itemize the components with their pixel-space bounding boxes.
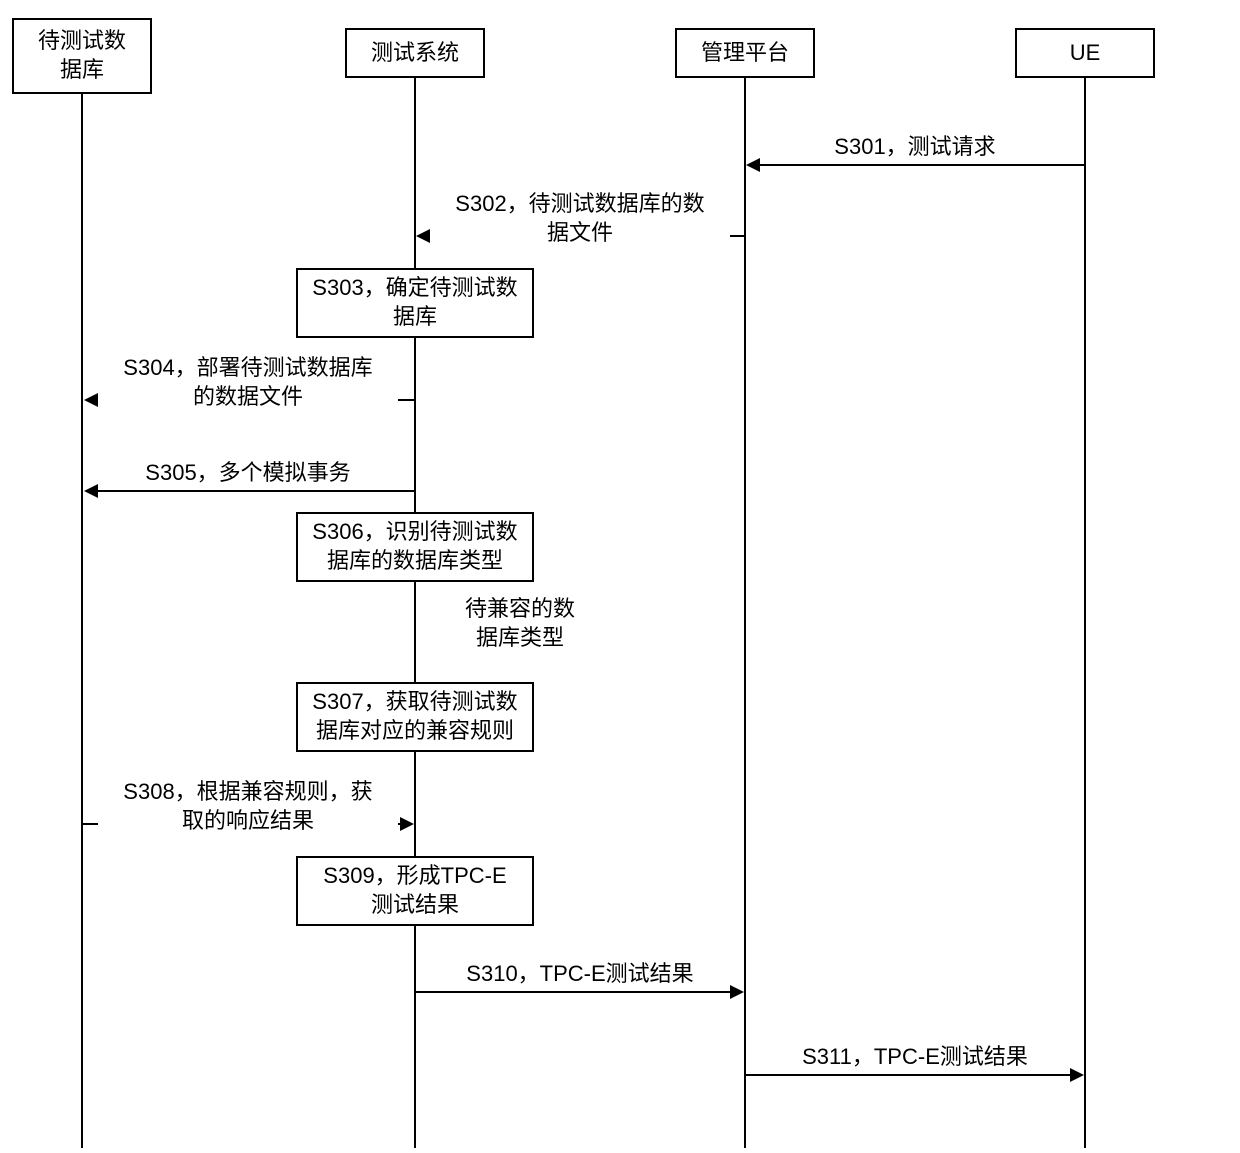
action-s309: S309，形成TPC-E测试结果	[296, 856, 534, 926]
msg-s302-arrow	[416, 229, 430, 243]
msg-s308-arrow	[400, 817, 414, 831]
msg-s311-label: S311，TPC-E测试结果	[775, 1043, 1055, 1072]
msg-s310-arrow	[730, 985, 744, 999]
action-s306: S306，识别待测试数据库的数据库类型	[296, 512, 534, 582]
lifeline-ue	[1084, 78, 1086, 1148]
lifeline-mgmt	[744, 78, 746, 1148]
action-s303: S303，确定待测试数据库	[296, 268, 534, 338]
msg-s302-label: S302，待测试数据库的数据文件	[430, 190, 730, 247]
msg-s305-label: S305，多个模拟事务	[118, 459, 378, 488]
participant-label: UE	[1070, 39, 1101, 68]
msg-s301-arrow	[746, 158, 760, 172]
msg-s305-line	[98, 490, 415, 492]
participant-label: 管理平台	[701, 39, 789, 68]
participant-ue: UE	[1015, 28, 1155, 78]
participant-mgmt: 管理平台	[675, 28, 815, 78]
msg-s305-arrow	[84, 484, 98, 498]
msg-s311-arrow	[1070, 1068, 1084, 1082]
participant-label: 测试系统	[371, 39, 459, 68]
note-compat-type: 待兼容的数据库类型	[440, 595, 600, 652]
msg-s311-line	[746, 1074, 1070, 1076]
action-s307: S307，获取待测试数据库对应的兼容规则	[296, 682, 534, 752]
msg-s310-line	[416, 991, 730, 993]
participant-sys: 测试系统	[345, 28, 485, 78]
lifeline-db	[81, 94, 83, 1148]
msg-s310-label: S310，TPC-E测试结果	[440, 960, 720, 989]
participant-label: 待测试数据库	[38, 27, 126, 84]
msg-s304-arrow	[84, 393, 98, 407]
participant-db: 待测试数据库	[12, 18, 152, 94]
msg-s308-label: S308，根据兼容规则，获取的响应结果	[98, 778, 398, 835]
msg-s301-label: S301，测试请求	[805, 133, 1025, 162]
msg-s304-label: S304，部署待测试数据库的数据文件	[98, 354, 398, 411]
msg-s301-line	[760, 164, 1085, 166]
